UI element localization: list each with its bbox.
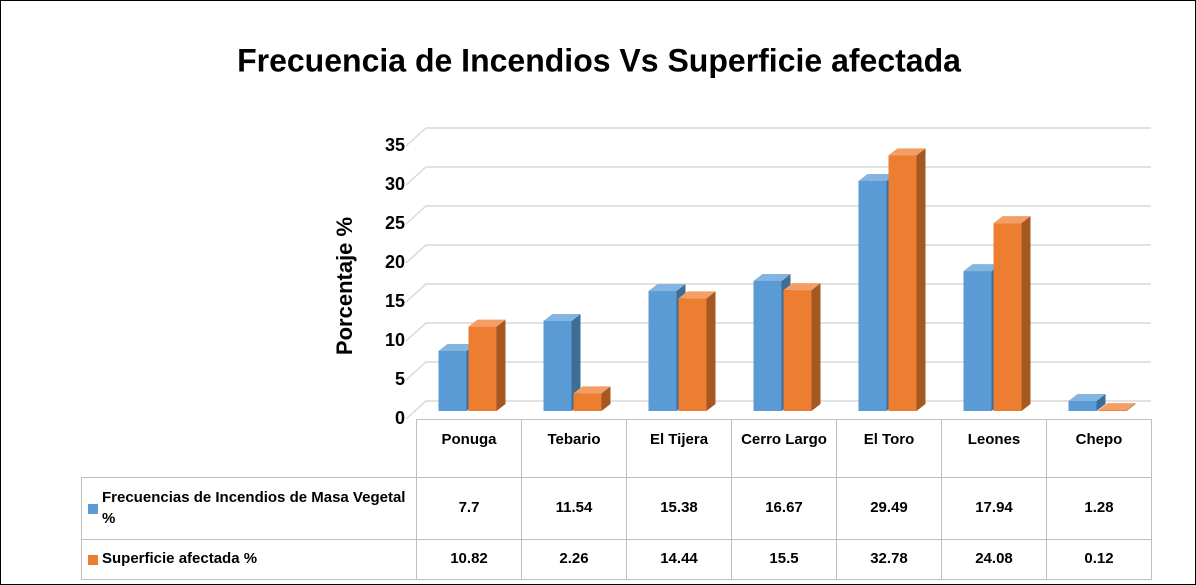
bar-top [573,386,611,394]
bar-top [993,216,1031,224]
bar-side [1126,403,1136,411]
bar-top [1068,394,1106,402]
bar-top [648,284,686,292]
category-cell: Tebario [521,419,627,478]
value-cell: 7.7 [416,477,522,540]
bar [468,326,497,411]
value-cell: 14.44 [626,539,732,580]
value-cell: 16.67 [731,477,837,540]
value-cell: 15.38 [626,477,732,540]
value-cell: 32.78 [836,539,942,580]
bar [678,298,707,411]
bar [858,180,887,411]
bar-side [601,386,611,411]
y-tick-label: 5 [395,369,405,389]
bar-top [678,291,716,299]
grid-line [405,127,1151,147]
y-tick-label: 10 [385,330,405,350]
bar [888,155,917,411]
bar [438,350,467,411]
bar [783,290,812,411]
bar [648,291,677,411]
bar-top [783,283,821,291]
value-cell: 2.26 [521,539,627,580]
value-cell: 29.49 [836,477,942,540]
bar-side [916,148,926,412]
grid-line [405,166,1151,186]
bar-top [543,313,581,321]
bar [1098,410,1127,411]
value-cell: 0.12 [1046,539,1152,580]
bar [543,320,572,411]
bar-top [858,173,896,181]
category-cell: Leones [941,419,1047,478]
bar-top [963,264,1001,272]
bar-top [753,273,791,281]
y-tick-label: 15 [385,291,405,311]
bar-side [1021,216,1031,411]
chart-title: Frecuencia de Incendios Vs Superficie af… [237,42,961,78]
legend-cell: Superficie afectada % [81,539,417,580]
bar-side [571,313,581,411]
bar-side [1096,394,1106,411]
bar [573,393,602,411]
category-cell: El Tijera [626,419,732,478]
y-tick-label: 30 [385,174,405,194]
legend-swatch [88,503,98,514]
value-cell: 10.82 [416,539,522,580]
legend-cell: Frecuencias de Incendios de Masa Vegetal… [81,477,417,540]
legend-swatch [88,554,98,565]
y-axis-label: Porcentaje % [332,217,357,355]
bar-side [706,291,716,411]
bar-top [1098,403,1136,411]
y-tick-label: 25 [385,213,405,233]
category-cell: Chepo [1046,419,1152,478]
y-tick-label: 0 [395,408,405,428]
bar [753,280,782,411]
y-tick-label: 35 [385,135,405,155]
bar [963,271,992,411]
legend-label: Frecuencias de Incendios de Masa Vegetal… [102,489,406,527]
grid-line [405,244,1151,264]
y-tick-label: 20 [385,252,405,272]
bar-side [811,283,821,411]
bar-top [888,148,926,156]
value-cell: 24.08 [941,539,1047,580]
bar-top [468,319,506,327]
value-cell: 1.28 [1046,477,1152,540]
bar [1068,401,1097,411]
grid-line [405,205,1151,225]
legend-label: Superficie afectada % [102,550,258,568]
category-cell: Cerro Largo [731,419,837,478]
category-cell: El Toro [836,419,942,478]
bar-side [496,319,506,411]
bar-top [438,343,476,351]
bar [993,223,1022,411]
value-cell: 11.54 [521,477,627,540]
value-cell: 15.5 [731,539,837,580]
category-cell: Ponuga [416,419,522,478]
value-cell: 17.94 [941,477,1047,540]
